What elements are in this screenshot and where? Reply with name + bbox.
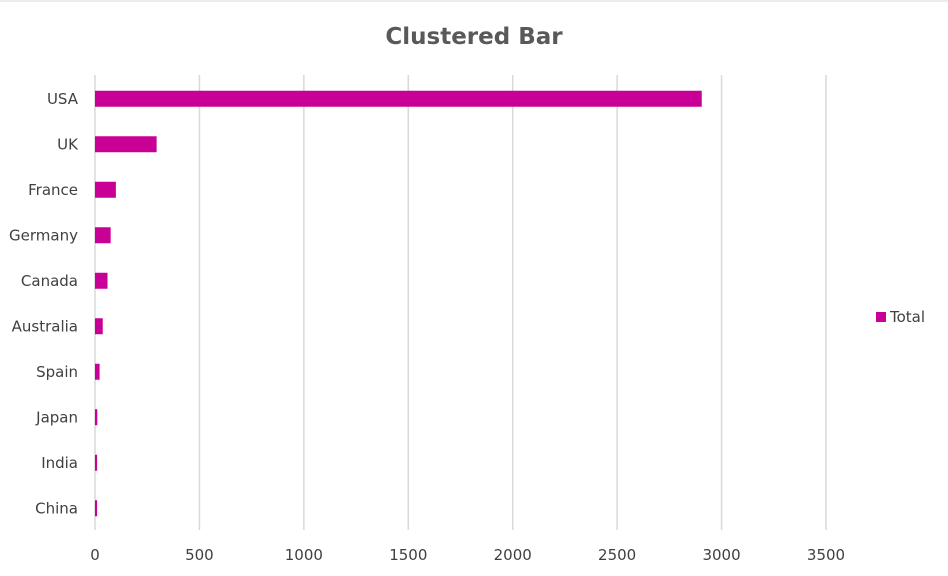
category-labels: USA UK France Germany Canada Australia Spain Ja…	[9, 90, 79, 518]
x-tick-label: 1500	[389, 546, 427, 564]
category-label: USA	[47, 90, 79, 108]
chart-title: Clustered Bar	[385, 24, 563, 50]
bars	[95, 90, 702, 517]
x-tick-label: 1000	[285, 546, 323, 564]
category-label: UK	[57, 135, 79, 153]
x-tick-label: 3000	[702, 546, 740, 564]
bar-japan	[95, 409, 98, 426]
bar-india	[95, 454, 98, 471]
category-label: Germany	[9, 226, 78, 244]
bar-uk	[95, 136, 157, 153]
bar-germany	[95, 227, 111, 244]
category-label: Australia	[12, 317, 78, 335]
gridlines	[94, 75, 827, 530]
x-tick-label: 0	[90, 546, 100, 564]
legend-label: Total	[889, 308, 925, 326]
x-tick-label: 2000	[494, 546, 532, 564]
x-tick-label: 3500	[807, 546, 845, 564]
bar-usa	[95, 90, 702, 107]
bar-spain	[95, 363, 100, 380]
category-label: Japan	[35, 408, 78, 426]
bar-canada	[95, 272, 108, 289]
category-label: Spain	[36, 363, 78, 381]
bar-france	[95, 181, 116, 198]
category-label: Canada	[21, 272, 78, 290]
bar-australia	[95, 318, 103, 335]
category-label: France	[28, 181, 78, 199]
x-tick-label: 500	[185, 546, 214, 564]
x-tick-label: 2500	[598, 546, 636, 564]
bar-china	[95, 500, 98, 517]
legend: Total	[876, 308, 925, 326]
category-label: India	[41, 454, 78, 472]
x-axis-tick-labels: 0 500 1000 1500 2000 2500 3000 3500	[90, 546, 845, 564]
legend-swatch	[876, 312, 886, 322]
category-label: China	[35, 499, 78, 517]
